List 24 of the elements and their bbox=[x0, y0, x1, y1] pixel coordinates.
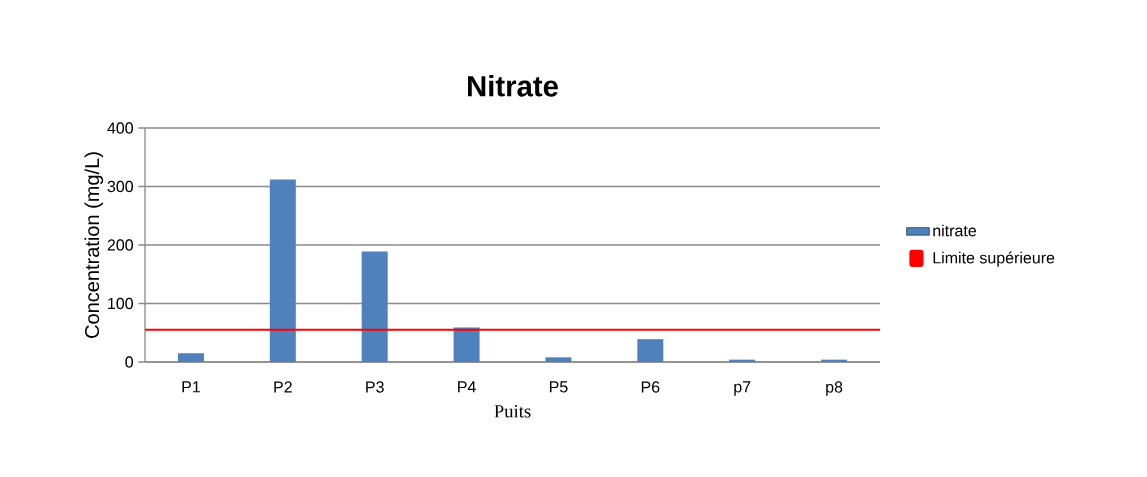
y-tick-label: 200 bbox=[107, 239, 134, 251]
x-tick-label: P1 bbox=[182, 381, 200, 393]
x-tick-label: p8 bbox=[826, 381, 843, 396]
bar bbox=[453, 327, 480, 362]
x-tick-label: p7 bbox=[734, 381, 751, 396]
chart-title: Nitrate bbox=[468, 75, 558, 97]
x-tick-label: P5 bbox=[549, 381, 568, 393]
x-axis-title: Puits bbox=[494, 405, 531, 418]
y-tick-label: 0 bbox=[125, 356, 134, 368]
y-tick-label: 400 bbox=[107, 122, 134, 134]
legend-label: nitrate bbox=[933, 224, 977, 237]
legend-label: Limite supérieure bbox=[933, 251, 1055, 267]
y-tick-label: 100 bbox=[108, 297, 134, 310]
bar bbox=[637, 339, 664, 362]
y-axis-title: Concentration (mg/L) bbox=[84, 152, 104, 338]
x-tick-label: P4 bbox=[458, 381, 476, 393]
x-tick-label: P2 bbox=[274, 381, 292, 393]
x-tick-label: P3 bbox=[366, 381, 384, 393]
y-tick-label: 300 bbox=[107, 180, 134, 193]
bar bbox=[177, 353, 204, 362]
bar bbox=[361, 251, 388, 362]
bar bbox=[269, 179, 296, 362]
x-tick-label: P6 bbox=[641, 381, 660, 393]
bar bbox=[545, 357, 572, 362]
